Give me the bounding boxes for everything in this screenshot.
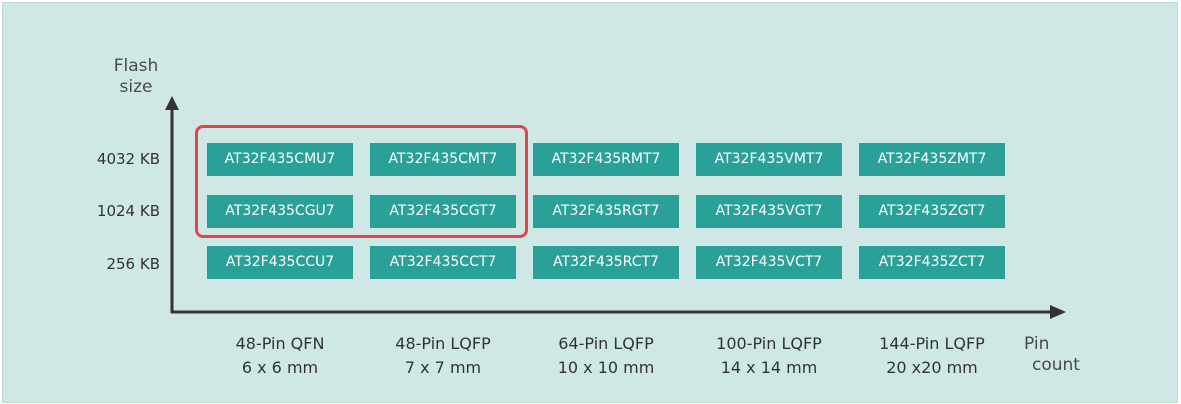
chip-at32f435vct7[interactable]: AT32F435VCT7 [696,246,842,279]
x-axis-title: Pin count [1018,334,1090,376]
chip-at32f435vgt7[interactable]: AT32F435VGT7 [696,195,842,228]
highlight-box [195,125,528,238]
chip-at32f435cgt7[interactable]: AT32F435CGT7 [370,195,516,228]
x-axis-title-line2: count [1032,355,1080,375]
chip-at32f435cmt7[interactable]: AT32F435CMT7 [370,143,516,176]
column-size: 14 x 14 mm [720,358,818,377]
row-label-256kb: 256 KB [106,255,160,273]
column-package: 64-Pin LQFP [558,334,654,353]
x-axis-title-line1: Pin [1024,334,1050,354]
y-axis-title-line2: size [119,77,153,97]
column-package: 100-Pin LQFP [716,334,822,353]
column-size: 10 x 10 mm [557,358,655,377]
chip-at32f435ccu7[interactable]: AT32F435CCU7 [207,246,353,279]
y-axis-title: Flash size [106,56,166,98]
y-axis-arrowhead [165,96,179,110]
chip-at32f435rmt7[interactable]: AT32F435RMT7 [533,143,679,176]
x-axis-arrowhead [1050,305,1066,319]
chip-at32f435zct7[interactable]: AT32F435ZCT7 [859,246,1005,279]
chip-at32f435rgt7[interactable]: AT32F435RGT7 [533,195,679,228]
column-label-48-pin-lqfp: 48-Pin LQFP 7 x 7 mm [363,332,523,380]
chip-at32f435zmt7[interactable]: AT32F435ZMT7 [859,143,1005,176]
row-label-1024kb: 1024 KB [96,202,160,220]
column-package: 48-Pin LQFP [395,334,491,353]
column-package: 144-Pin LQFP [879,334,985,353]
column-label-64-pin-lqfp: 64-Pin LQFP 10 x 10 mm [526,332,686,380]
chip-at32f435vmt7[interactable]: AT32F435VMT7 [696,143,842,176]
chip-at32f435zgt7[interactable]: AT32F435ZGT7 [859,195,1005,228]
column-size: 6 x 6 mm [241,358,319,377]
column-label-100-pin-lqfp: 100-Pin LQFP 14 x 14 mm [689,332,849,380]
chip-at32f435cmu7[interactable]: AT32F435CMU7 [207,143,353,176]
column-size: 7 x 7 mm [404,358,482,377]
column-label-144-pin-lqfp: 144-Pin LQFP 20 x20 mm [852,332,1012,380]
column-label-48-pin-qfn: 48-Pin QFN 6 x 6 mm [200,332,360,380]
y-axis-title-line1: Flash [113,56,159,76]
column-package: 48-Pin QFN [235,334,325,353]
chip-at32f435cgu7[interactable]: AT32F435CGU7 [207,195,353,228]
column-size: 20 x20 mm [886,358,978,377]
chip-at32f435rct7[interactable]: AT32F435RCT7 [533,246,679,279]
chip-at32f435cct7[interactable]: AT32F435CCT7 [370,246,516,279]
row-label-4032kb: 4032 KB [96,150,160,168]
